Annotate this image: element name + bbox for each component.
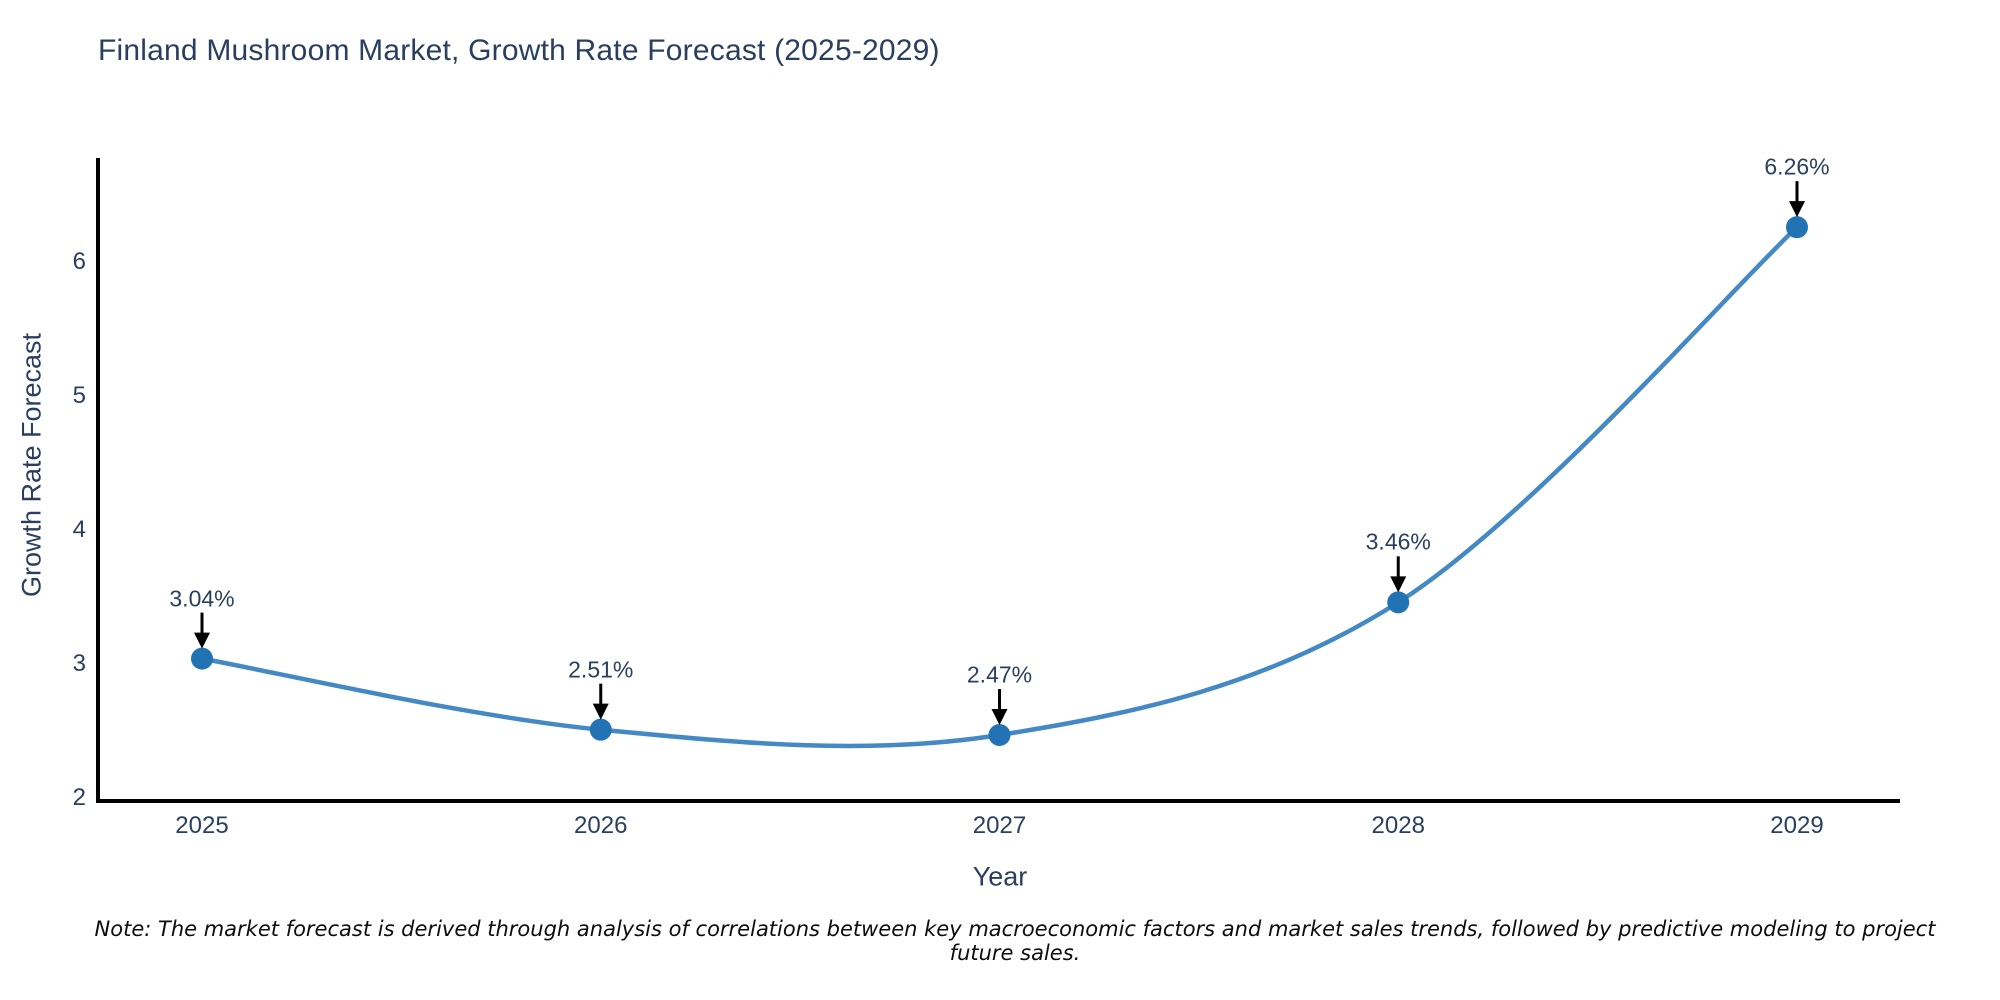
- x-tick-label: 2029: [1770, 812, 1824, 839]
- annotation-arrowhead: [1390, 576, 1407, 593]
- annotation-arrowhead: [1789, 201, 1805, 218]
- data-point-marker: [1786, 216, 1808, 239]
- data-point-label: 3.04%: [169, 585, 235, 612]
- footnote: Note: The market forecast is derived thr…: [94, 917, 1936, 965]
- x-tick-label: 2027: [972, 812, 1027, 839]
- x-tick-label: 2025: [175, 812, 229, 839]
- y-tick-label: 4: [72, 516, 86, 543]
- data-point-label: 2.51%: [568, 656, 634, 683]
- data-point-label: 2.47%: [966, 661, 1033, 688]
- y-tick-label: 2: [72, 784, 86, 811]
- chart-title: Finland Mushroom Market, Growth Rate For…: [98, 34, 940, 67]
- x-tick-label: 2026: [574, 812, 628, 839]
- data-point-marker: [1387, 591, 1410, 614]
- y-tick-label: 3: [72, 650, 86, 677]
- x-axis-title: Year: [972, 861, 1028, 892]
- x-tick-label: 2028: [1371, 812, 1425, 839]
- y-tick-label: 6: [72, 248, 86, 275]
- annotation-arrowhead: [194, 632, 210, 649]
- y-tick-label: 5: [72, 382, 86, 409]
- data-point-label: 3.46%: [1365, 528, 1431, 555]
- data-point-marker: [191, 647, 213, 670]
- annotation-arrowhead: [592, 703, 609, 720]
- data-point-marker: [988, 724, 1011, 747]
- data-point-marker: [589, 718, 612, 741]
- data-point-label: 6.26%: [1764, 153, 1830, 180]
- annotation-arrowhead: [991, 709, 1008, 726]
